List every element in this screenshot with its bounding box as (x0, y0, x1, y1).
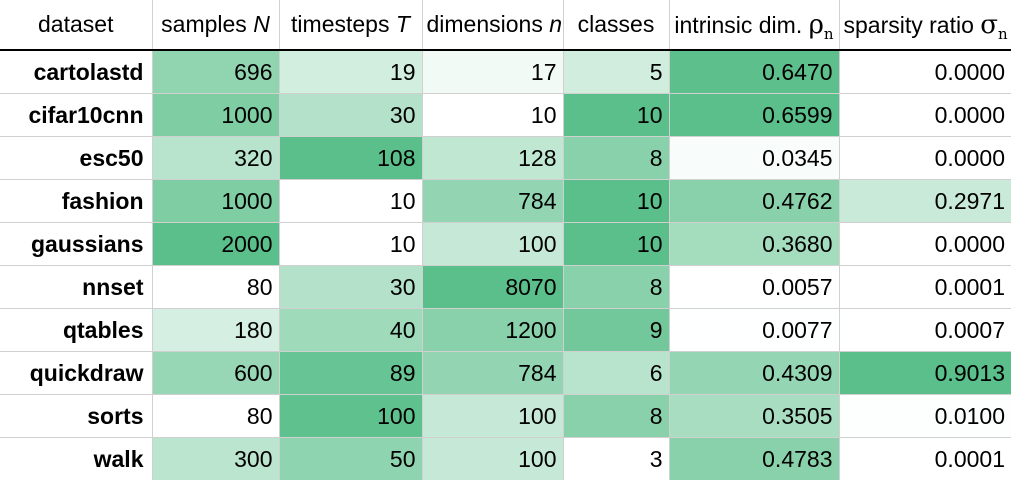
table-row: cartolastd 696 19 17 5 0.6470 0.0000 (0, 50, 1011, 94)
cell-dataset: cartolastd (0, 50, 152, 94)
header-samples: samples N (151, 0, 279, 51)
header-timesteps: timesteps T (278, 0, 422, 51)
table-row: nnset 80 30 8070 8 0.0057 0.0001 (0, 265, 1011, 309)
cell-dimensions: 1200 (421, 308, 563, 352)
header-dimensions: dimensions n (421, 0, 563, 51)
table-row: esc50 320 108 128 8 0.0345 0.0000 (0, 136, 1011, 180)
cell-samples: 180 (151, 308, 279, 352)
cell-dataset: sorts (0, 394, 152, 438)
cell-timesteps: 10 (278, 179, 422, 223)
cell-dataset: fashion (0, 179, 152, 223)
cell-dataset: quickdraw (0, 351, 152, 395)
cell-dimensions: 8070 (421, 265, 563, 309)
cell-sparsity: 0.0100 (838, 394, 1011, 438)
cell-dataset: nnset (0, 265, 152, 309)
cell-classes: 9 (562, 308, 669, 352)
cell-intrinsic: 0.0077 (668, 308, 839, 352)
header-classes: classes (562, 0, 669, 51)
table-row: gaussians 2000 10 100 10 0.3680 0.0000 (0, 222, 1011, 266)
table-row: walk 300 50 100 3 0.4783 0.0001 (0, 437, 1011, 480)
cell-dimensions: 10 (421, 93, 563, 137)
cell-sparsity: 0.0000 (838, 50, 1011, 94)
cell-classes: 6 (562, 351, 669, 395)
cell-timesteps: 30 (278, 265, 422, 309)
cell-timesteps: 89 (278, 351, 422, 395)
cell-intrinsic: 0.6470 (668, 50, 839, 94)
cell-samples: 320 (151, 136, 279, 180)
cell-classes: 5 (562, 50, 669, 94)
cell-timesteps: 30 (278, 93, 422, 137)
cell-samples: 1000 (151, 93, 279, 137)
cell-samples: 80 (151, 265, 279, 309)
cell-dimensions: 784 (421, 351, 563, 395)
cell-intrinsic: 0.4309 (668, 351, 839, 395)
cell-sparsity: 0.2971 (838, 179, 1011, 223)
table-row: qtables 180 40 1200 9 0.0077 0.0007 (0, 308, 1011, 352)
cell-sparsity: 0.0000 (838, 222, 1011, 266)
cell-dataset: gaussians (0, 222, 152, 266)
cell-intrinsic: 0.6599 (668, 93, 839, 137)
cell-intrinsic: 0.0057 (668, 265, 839, 309)
cell-samples: 1000 (151, 179, 279, 223)
cell-dimensions: 17 (421, 50, 563, 94)
cell-timesteps: 10 (278, 222, 422, 266)
cell-samples: 600 (151, 351, 279, 395)
cell-sparsity: 0.0000 (838, 136, 1011, 180)
cell-dataset: qtables (0, 308, 152, 352)
table-body: cartolastd 696 19 17 5 0.6470 0.0000 cifar10cnn… (0, 50, 1011, 480)
cell-dimensions: 100 (421, 222, 563, 266)
cell-classes: 10 (562, 93, 669, 137)
cell-dimensions: 100 (421, 437, 563, 480)
cell-sparsity: 0.0007 (838, 308, 1011, 352)
table-row: quickdraw 600 89 784 6 0.4309 0.9013 (0, 351, 1011, 395)
cell-sparsity: 0.0001 (838, 265, 1011, 309)
cell-samples: 80 (151, 394, 279, 438)
table-row: cifar10cnn 1000 30 10 10 0.6599 0.0000 (0, 93, 1011, 137)
cell-dimensions: 128 (421, 136, 563, 180)
table-row: fashion 1000 10 784 10 0.4762 0.2971 (0, 179, 1011, 223)
cell-classes: 8 (562, 394, 669, 438)
header-intrinsic: intrinsic dim. ρn (668, 0, 839, 51)
cell-dataset: esc50 (0, 136, 152, 180)
cell-samples: 696 (151, 50, 279, 94)
table-header: dataset samples N timesteps T dimensions… (0, 0, 1011, 51)
cell-timesteps: 19 (278, 50, 422, 94)
cell-samples: 300 (151, 437, 279, 480)
cell-sparsity: 0.9013 (838, 351, 1011, 395)
cell-classes: 10 (562, 222, 669, 266)
cell-intrinsic: 0.4783 (668, 437, 839, 480)
cell-classes: 8 (562, 265, 669, 309)
cell-intrinsic: 0.0345 (668, 136, 839, 180)
header-dataset: dataset (0, 0, 152, 51)
header-row: dataset samples N timesteps T dimensions… (0, 0, 1011, 51)
cell-sparsity: 0.0001 (838, 437, 1011, 480)
cell-intrinsic: 0.4762 (668, 179, 839, 223)
cell-intrinsic: 0.3680 (668, 222, 839, 266)
cell-timesteps: 50 (278, 437, 422, 480)
cell-dataset: walk (93, 445, 144, 472)
cell-classes: 3 (562, 437, 669, 480)
header-sparsity: sparsity ratio σn (838, 0, 1011, 51)
cell-timesteps: 40 (278, 308, 422, 352)
cell-timesteps: 100 (278, 394, 422, 438)
table-row: sorts 80 100 100 8 0.3505 0.0100 (0, 394, 1011, 438)
cell-dataset: cifar10cnn (0, 93, 152, 137)
cell-dimensions: 100 (421, 394, 563, 438)
cell-classes: 10 (562, 179, 669, 223)
cell-timesteps: 108 (278, 136, 422, 180)
cell-intrinsic: 0.3505 (668, 394, 839, 438)
cell-classes: 8 (562, 136, 669, 180)
cell-samples: 2000 (151, 222, 279, 266)
cell-dimensions: 784 (421, 179, 563, 223)
cell-sparsity: 0.0000 (838, 93, 1011, 137)
